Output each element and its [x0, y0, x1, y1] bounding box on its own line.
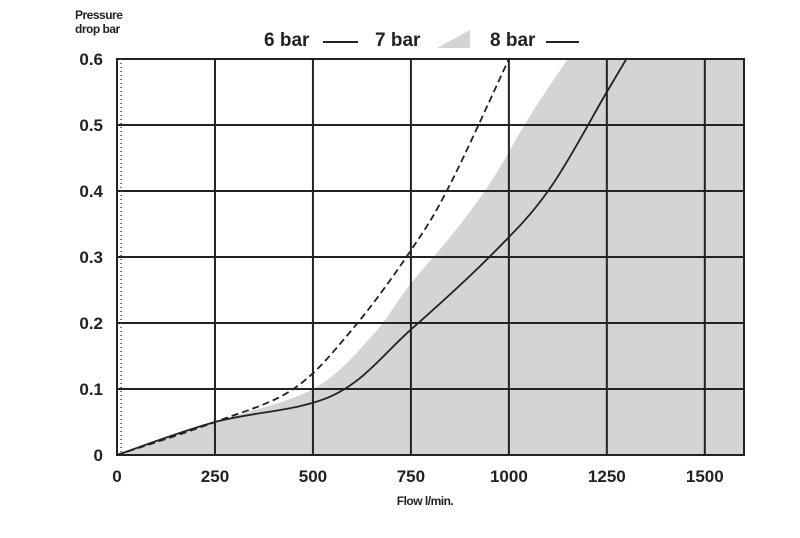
series-line-8-bar: [117, 59, 628, 455]
x-tick-label-0: 0: [112, 467, 121, 486]
plot-frame: [116, 58, 745, 456]
y-tick-label-5: 0.5: [79, 116, 103, 135]
x-axis-title: Flow l/min.: [397, 494, 454, 508]
y-axis-title-line2: drop bar: [75, 22, 120, 36]
x-tick-labels: 0 250 500 750 1000 1250 1500: [112, 467, 723, 486]
legend-swatch-7-bar: [437, 30, 470, 48]
y-tick-label-2: 0.2: [79, 314, 103, 333]
y-tick-label-4: 0.4: [79, 182, 103, 201]
y-tick-label-3: 0.3: [79, 248, 103, 267]
x-tick-label-6: 1500: [686, 467, 724, 486]
y-tick-label-0: 0: [94, 446, 103, 465]
x-tick-label-3: 750: [397, 467, 425, 486]
y-tick-label-1: 0.1: [79, 380, 103, 399]
y-axis-title-line1: Pressure: [75, 8, 123, 22]
legend-label-7-bar: 7 bar: [375, 30, 421, 51]
legend-label-6-bar: 6 bar: [264, 30, 310, 51]
chart-legend: 6 bar 7 bar 8 bar: [264, 30, 579, 51]
y-tick-label-6: 0.6: [79, 50, 103, 69]
x-tick-label-1: 250: [201, 467, 229, 486]
x-tick-label-4: 1000: [490, 467, 528, 486]
legend-label-8-bar: 8 bar: [490, 30, 536, 51]
x-tick-label-2: 500: [299, 467, 327, 486]
series-area-7-bar: [117, 59, 744, 455]
y-tick-labels: 0 0.1 0.2 0.3 0.4 0.5 0.6: [79, 50, 103, 465]
x-tick-label-5: 1250: [588, 467, 626, 486]
